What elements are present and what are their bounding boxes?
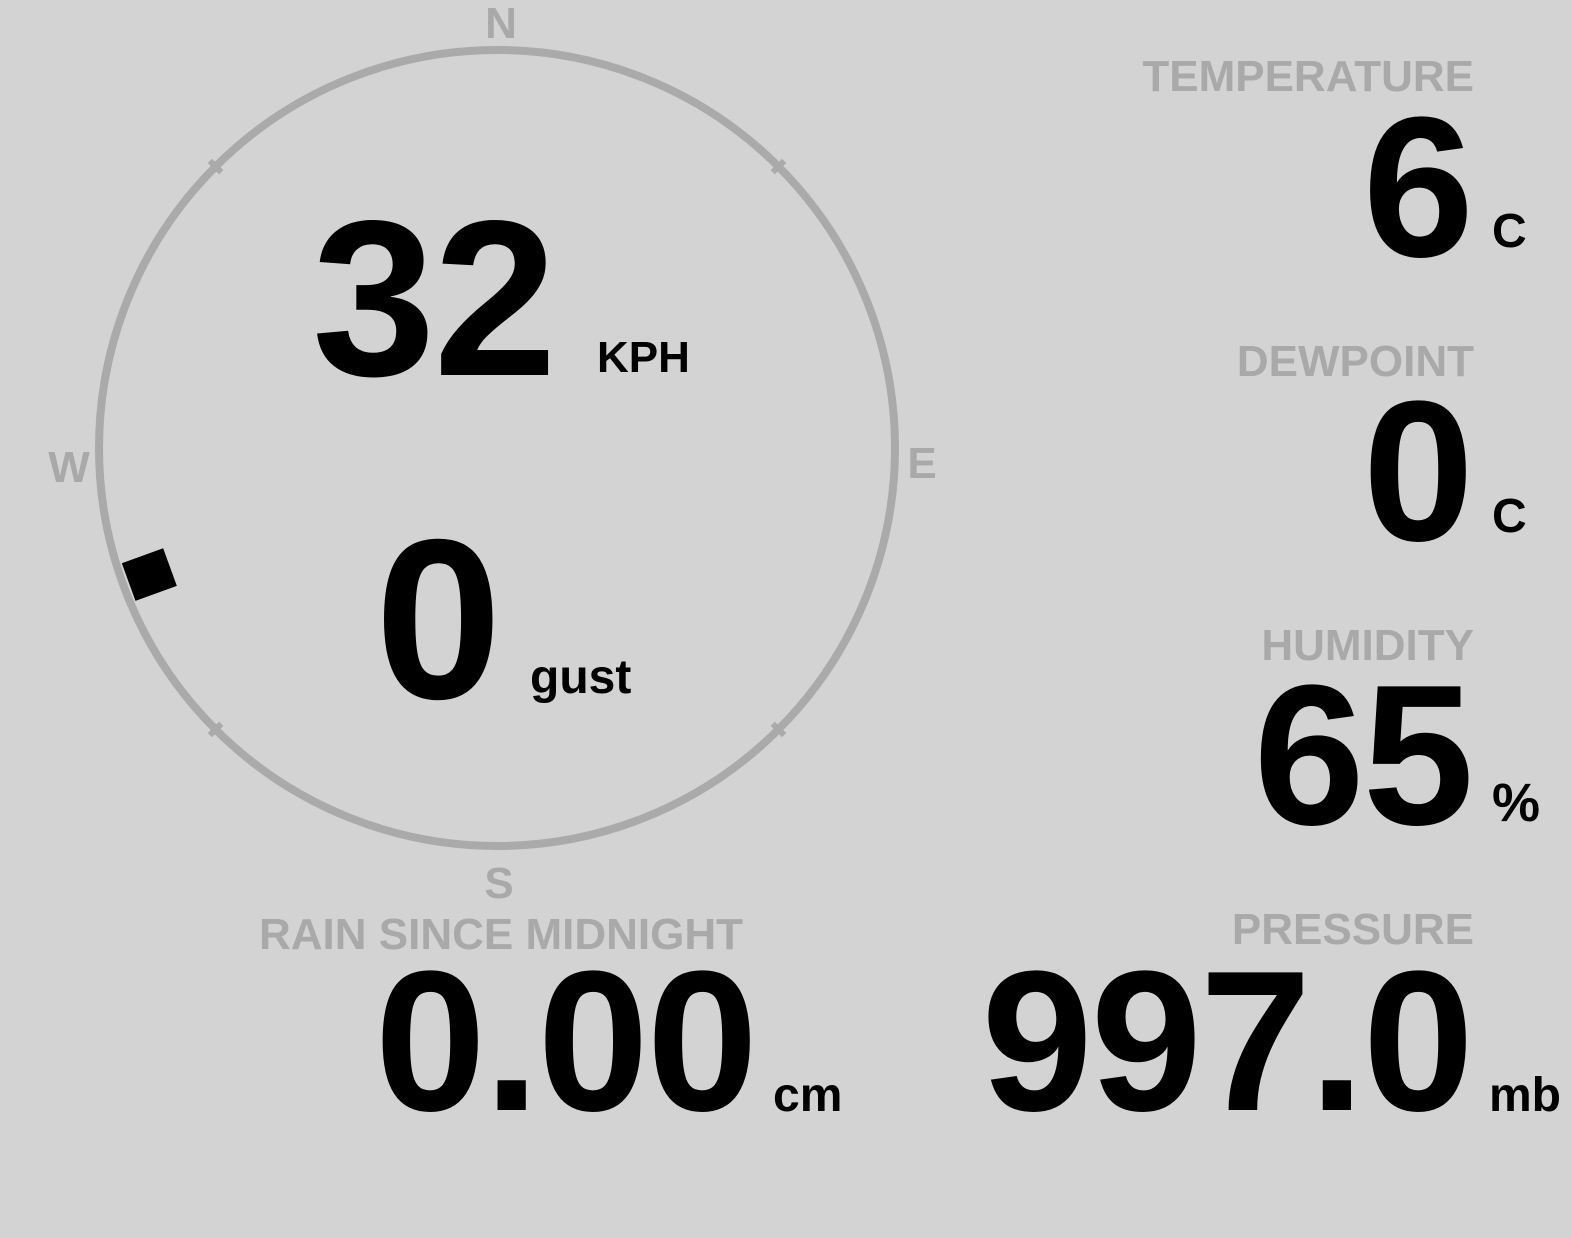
wind-direction-marker — [121, 548, 177, 601]
compass-east-label: E — [907, 439, 937, 488]
wind-gust-value: 0 — [375, 493, 502, 747]
compass-west-label: W — [48, 443, 90, 492]
dewpoint-label: DEWPOINT — [1236, 337, 1474, 386]
compass-ring — [95, 46, 899, 850]
wind-compass — [95, 46, 899, 850]
compass-tick — [207, 721, 224, 738]
temperature-value: 6 — [1362, 76, 1474, 299]
compass-south-label: S — [484, 859, 514, 908]
compass-tick — [770, 721, 787, 738]
rain-unit: cm — [773, 1069, 843, 1122]
wind-speed-unit: KPH — [597, 333, 690, 382]
pressure-value: 997.0 — [981, 930, 1474, 1153]
humidity-value: 65 — [1253, 644, 1474, 867]
temperature-label: TEMPERATURE — [1142, 52, 1474, 101]
compass-tick — [770, 158, 787, 175]
pressure-unit: mb — [1489, 1069, 1561, 1122]
humidity-label: HUMIDITY — [1261, 621, 1474, 670]
rain-label: RAIN SINCE MIDNIGHT — [259, 910, 743, 959]
compass-north-label: N — [485, 0, 517, 48]
wind-speed-value: 32 — [312, 175, 557, 423]
rain-value: 0.00 — [374, 930, 758, 1153]
pressure-label: PRESSURE — [1231, 905, 1474, 954]
dewpoint-unit: C — [1492, 490, 1527, 543]
dewpoint-value: 0 — [1362, 360, 1474, 583]
compass-tick — [207, 158, 224, 175]
humidity-unit: % — [1492, 773, 1541, 833]
temperature-unit: C — [1492, 205, 1527, 258]
wind-gust-unit: gust — [530, 651, 632, 704]
